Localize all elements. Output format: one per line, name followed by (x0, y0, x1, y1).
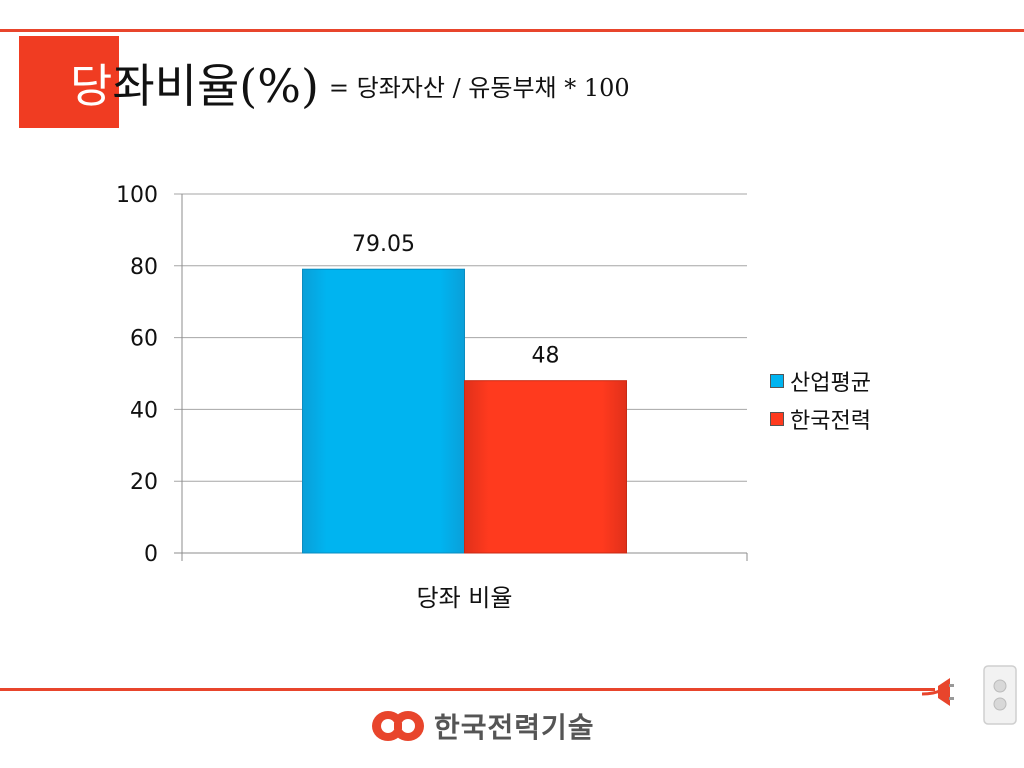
legend-swatch-series1 (770, 374, 784, 388)
company-logo-icon (372, 711, 424, 741)
y-tick-label: 80 (130, 255, 158, 280)
top-divider (0, 29, 1024, 32)
y-tick-label: 0 (144, 542, 158, 567)
title-formula: = 당좌자산 / 유동부채 * 100 (328, 74, 630, 102)
y-tick-label: 20 (130, 470, 158, 495)
bar-1 (302, 268, 465, 554)
legend-item-series1: 산업평균 (770, 362, 871, 400)
title-text: 좌비율(%) (112, 59, 319, 113)
y-tick-label: 60 (130, 327, 158, 352)
footer-logo: 한국전력기술 (370, 706, 595, 746)
y-tick-label: 100 (116, 183, 158, 208)
data-label-1: 79.05 (352, 232, 415, 257)
footer-logo-text: 한국전력기술 (434, 711, 595, 744)
legend-item-series2: 한국전력 (770, 400, 871, 438)
legend-swatch-series2 (770, 412, 784, 426)
bar-2 (464, 380, 627, 554)
x-category-label: 당좌 비율 (417, 584, 513, 612)
y-tick-label: 40 (130, 398, 158, 423)
plug-socket-icon (921, 665, 1017, 725)
slide-title: 당좌비율(%) = 당좌자산 / 유동부채 * 100 (70, 50, 630, 116)
bottom-divider (0, 688, 935, 691)
chart-legend: 산업평균 한국전력 (770, 362, 871, 438)
title-first-char: 당 (70, 59, 113, 113)
legend-label-series1: 산업평균 (790, 371, 871, 396)
data-label-2: 48 (532, 344, 560, 369)
legend-label-series2: 한국전력 (790, 409, 871, 434)
title-accent-square (19, 36, 119, 128)
